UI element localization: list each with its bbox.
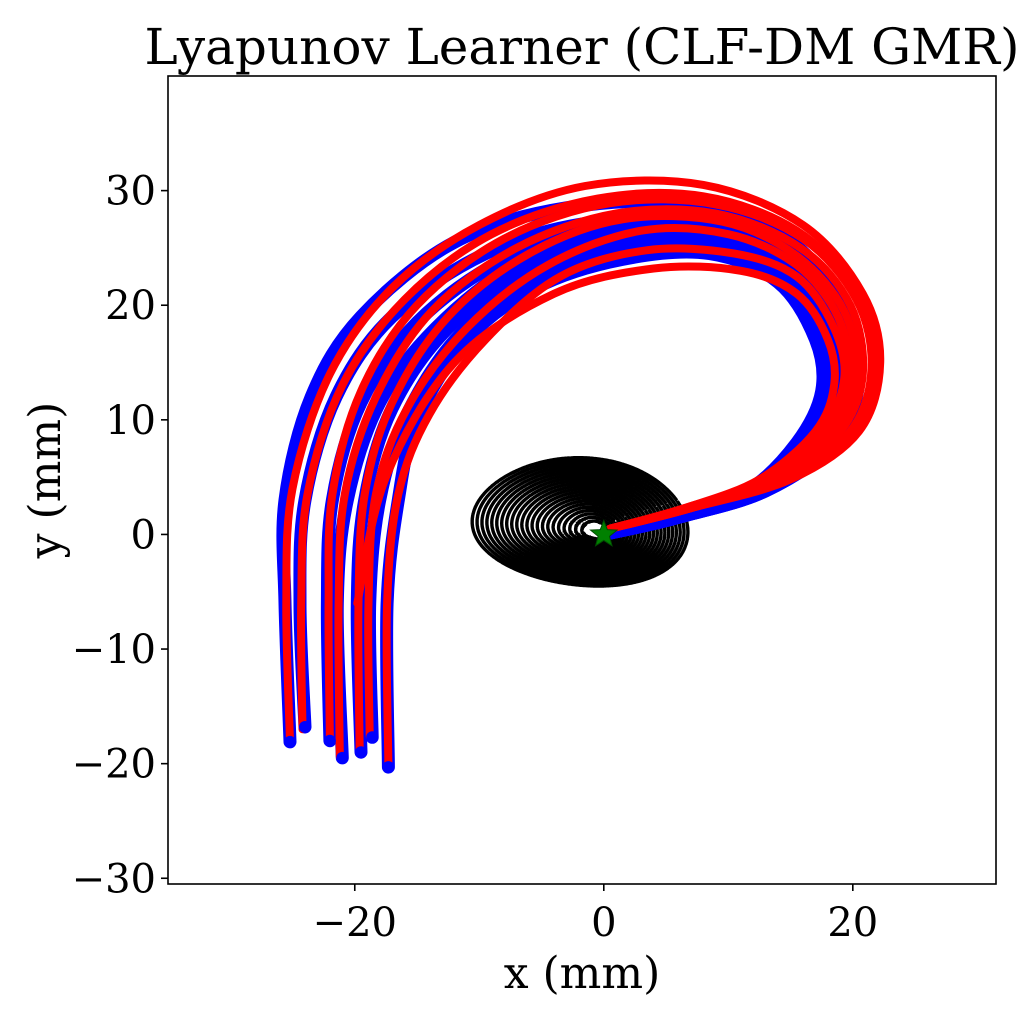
y-tick-label: 0 [131,512,156,558]
x-tick-label: 20 [827,900,878,946]
chart-title: Lyapunov Learner (CLF-DM GMR) [145,18,1020,76]
lyapunov-contours [470,455,690,588]
demonstration-start-point [284,735,297,748]
y-tick-label: −20 [72,742,156,788]
contour-line [495,469,671,577]
contour-line [535,493,641,559]
reproduction-line-3 [324,195,876,745]
y-axis-label: y (mm) [20,402,71,560]
demonstration-start-point [298,720,311,733]
reproduction-trajectories [282,176,885,770]
y-tick-label: 30 [105,169,156,215]
contour-line [475,458,686,586]
x-axis-label: x (mm) [504,948,661,999]
contour-line [540,496,637,557]
y-tick-label: −30 [72,856,156,902]
contour-line [520,484,652,566]
contour-line [490,467,675,579]
x-axis-ticks: −20 0 20 [313,884,878,946]
demonstration-start-point [382,761,395,774]
contour-line [504,475,663,572]
x-tick-label: 0 [591,900,616,946]
reproduction-line-8 [353,262,839,608]
contour-line [568,512,619,546]
contour-line [546,499,634,555]
demonstration-start-point [366,731,379,744]
y-axis-ticks: −30 −20 −10 0 10 20 30 [72,169,168,902]
contour-line [509,478,660,570]
contour-line [562,508,623,548]
contour-line [480,461,682,584]
plot-frame [167,75,997,885]
demonstration-start-point [354,746,367,759]
contour-line [485,464,678,581]
x-tick-label: −20 [313,900,397,946]
y-tick-label: 10 [105,398,156,444]
y-tick-label: 20 [105,283,156,329]
contour-line [515,481,656,568]
target-marker-layer [284,518,619,774]
demonstration-start-point [336,751,349,764]
target-star-marker [589,518,619,547]
reproduction-line-7 [382,244,849,770]
contour-line [556,505,626,550]
contour-line [551,502,630,552]
contour-line [470,455,690,588]
plot-area [276,176,885,774]
y-tick-label: −10 [72,627,156,673]
demonstration-start-point [323,734,336,747]
contour-line [525,487,648,563]
contour-line [499,472,667,575]
contour-line [530,490,644,561]
